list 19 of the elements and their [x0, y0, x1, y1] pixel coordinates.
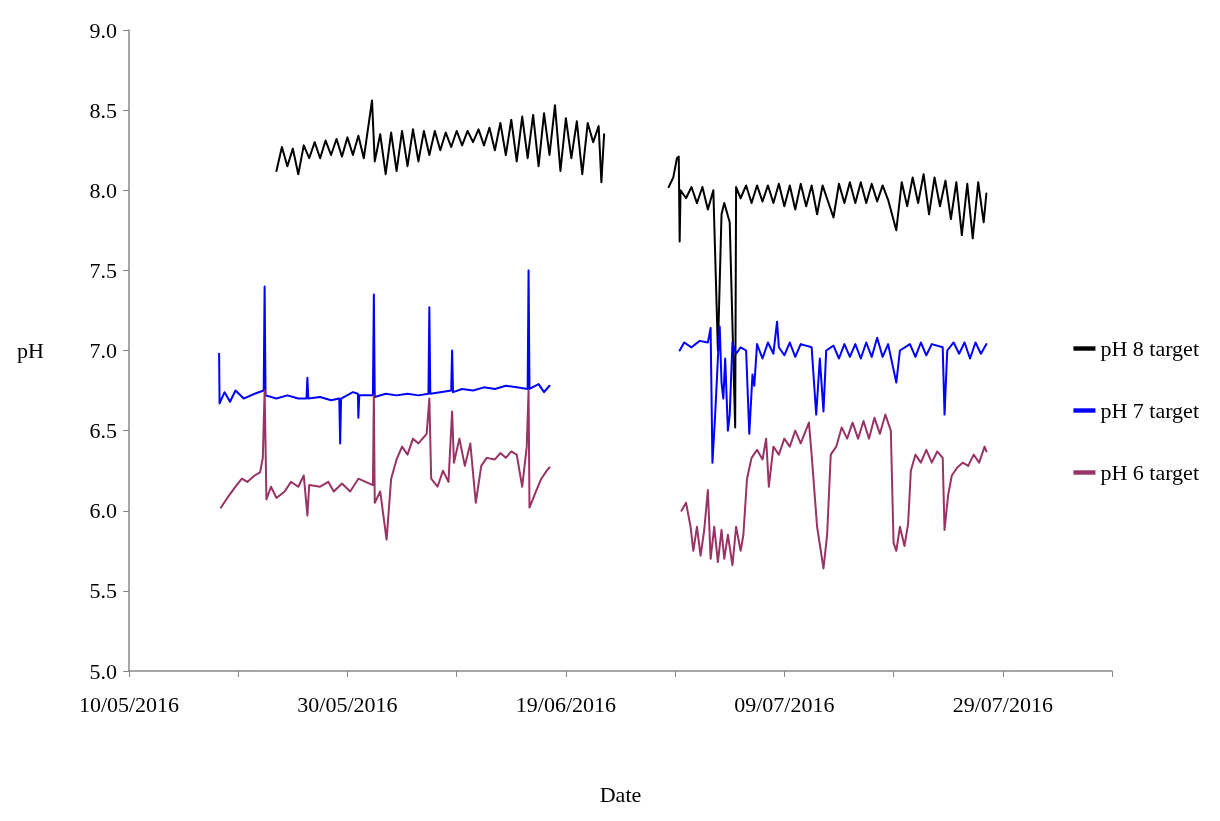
legend-label: pH 6 target: [1100, 460, 1200, 485]
y-tick-label: 7.0: [89, 338, 117, 363]
y-tick-label: 8.0: [89, 177, 117, 203]
y-tick-label: 8.5: [89, 97, 117, 123]
y-tick-label: 6.0: [89, 498, 117, 524]
x-tick-label: 10/05/2016: [78, 691, 180, 717]
y-tick-label: 9.0: [89, 17, 117, 43]
y-tick-label: 6.5: [89, 418, 117, 444]
legend-label: pH 8 target: [1100, 336, 1200, 361]
x-tick-label: 30/05/2016: [297, 691, 398, 717]
x-axis-title: Date: [599, 781, 642, 807]
y-axis-title: pH: [17, 338, 45, 363]
legend-label: pH 7 target: [1100, 398, 1200, 423]
x-tick-label: 19/06/2016: [515, 691, 617, 717]
y-tick-label: 7.5: [89, 257, 117, 283]
y-tick-label: 5.0: [89, 658, 117, 684]
x-tick-label: 09/07/2016: [734, 691, 835, 717]
y-tick-label: 5.5: [89, 578, 117, 604]
x-tick-label: 29/07/2016: [952, 691, 1053, 717]
